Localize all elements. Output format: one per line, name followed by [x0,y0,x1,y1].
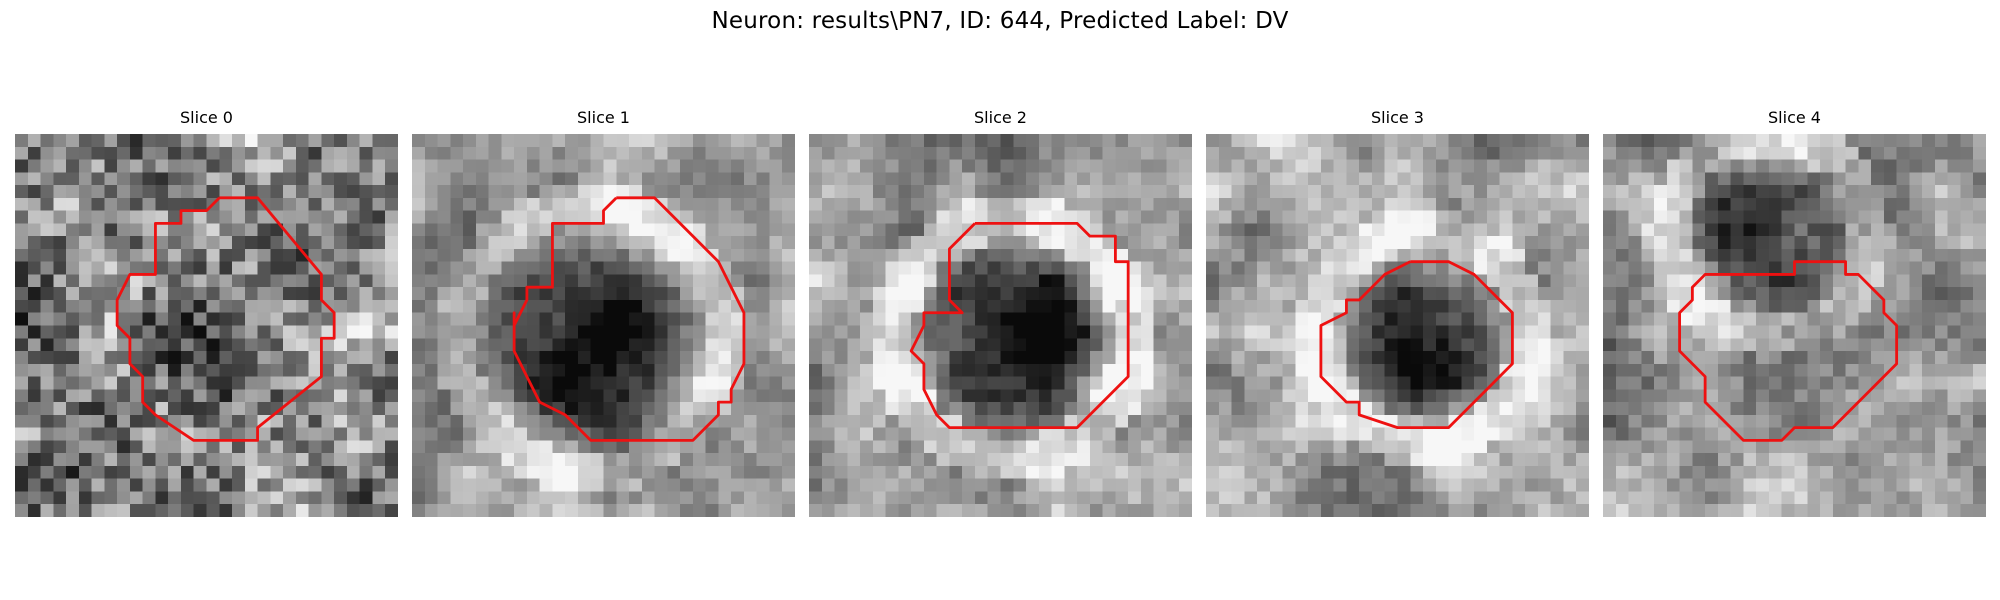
figure-title: Neuron: results\PN7, ID: 644, Predicted … [711,8,1289,34]
segmentation-contour [1678,260,1899,442]
slice-heatmap [1603,134,1986,517]
slice-image [15,134,398,517]
slice-heatmap [412,134,795,517]
slice-heatmap [15,134,398,517]
pixel-grid [1206,134,1589,517]
slice-title: Slice 0 [180,108,233,127]
segmentation-contour [909,221,1130,430]
slice-heatmap [809,134,1192,517]
slice-title: Slice 3 [1371,108,1424,127]
segmentation-contour [115,196,336,442]
pixel-grid [412,134,795,517]
slice-title: Slice 1 [577,108,630,127]
segmentation-contour [1319,260,1514,430]
slice-heatmap [1206,134,1589,517]
pixel-grid [1603,134,1986,517]
slice-title: Slice 4 [1768,108,1821,127]
slice-title: Slice 2 [974,108,1027,127]
slice-image [1206,134,1589,517]
slice-image [809,134,1192,517]
slice-image [412,134,795,517]
slice-image [1603,134,1986,517]
segmentation-contour [512,196,746,442]
pixel-grid [809,134,1192,517]
pixel-grid [15,134,398,517]
